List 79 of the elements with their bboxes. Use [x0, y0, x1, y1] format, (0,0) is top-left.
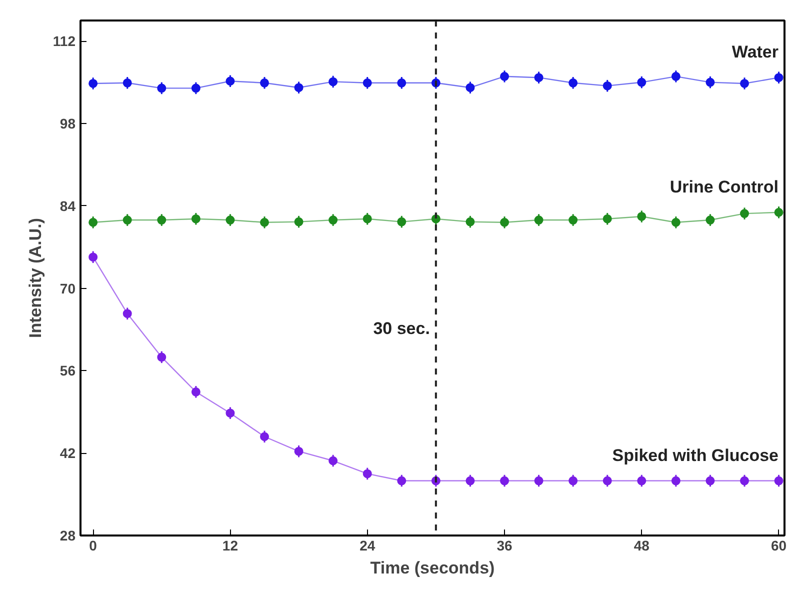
y-tick-label: 56: [60, 362, 76, 379]
y-tick-label: 42: [60, 445, 76, 462]
point: [226, 76, 235, 86]
y-axis-title: Intensity (A.U.): [26, 218, 45, 338]
point: [191, 214, 200, 224]
point: [88, 218, 98, 227]
point: [706, 476, 715, 486]
point: [500, 72, 509, 81]
point: [328, 77, 338, 86]
point: [637, 78, 646, 87]
point: [740, 78, 749, 88]
y-tick-label: 28: [60, 528, 76, 544]
point: [466, 83, 475, 92]
point: [534, 476, 544, 486]
x-tick-label: 0: [89, 538, 98, 554]
point: [88, 78, 98, 88]
point: [397, 78, 406, 88]
point: [157, 84, 166, 93]
point: [260, 218, 269, 227]
x-tick-label: 48: [634, 538, 650, 554]
point: [740, 476, 749, 486]
point: [671, 72, 680, 81]
point: [534, 216, 544, 225]
point: [328, 456, 338, 466]
x-tick-label: 24: [360, 538, 376, 554]
point: [157, 352, 166, 362]
point: [774, 73, 784, 82]
x-tick-label: 60: [771, 538, 787, 554]
point: [362, 469, 372, 478]
series-label: Urine Control: [670, 177, 778, 196]
y-tick-label: 84: [60, 198, 76, 214]
point: [122, 216, 132, 225]
point: [397, 217, 406, 226]
point: [466, 217, 475, 226]
ref-line-label: 30 sec.: [373, 319, 430, 338]
point: [637, 476, 646, 486]
x-axis-title: Time (seconds): [370, 558, 495, 578]
point: [260, 78, 269, 88]
series-label: Spiked with Glucose: [612, 446, 779, 465]
point: [500, 476, 509, 486]
point: [602, 214, 612, 224]
point: [294, 446, 304, 456]
point: [568, 476, 578, 486]
point: [602, 81, 612, 90]
point: [362, 78, 372, 88]
point: [122, 78, 132, 88]
point: [191, 387, 200, 396]
point: [637, 212, 646, 221]
point: [88, 252, 98, 262]
point: [706, 78, 715, 87]
point: [226, 216, 235, 225]
point: [191, 84, 200, 93]
point: [397, 476, 406, 486]
point: [500, 218, 509, 227]
y-tick-label: 98: [60, 116, 76, 132]
x-tick-label: 36: [496, 538, 512, 554]
point: [568, 216, 578, 225]
point: [466, 476, 475, 486]
point: [226, 408, 235, 418]
point: [362, 214, 372, 224]
point: [602, 476, 612, 486]
point: [706, 216, 715, 225]
point: [294, 217, 304, 226]
point: [534, 73, 544, 82]
point: [157, 216, 166, 225]
series-label: Water: [732, 42, 779, 62]
x-tick-label: 12: [222, 538, 238, 554]
point: [740, 209, 749, 218]
point: [294, 83, 304, 92]
point: [671, 476, 680, 486]
point: [568, 78, 578, 88]
y-tick-label: 112: [52, 33, 76, 50]
point: [122, 309, 132, 318]
point: [328, 216, 338, 225]
point: [774, 208, 784, 217]
point: [260, 432, 269, 442]
point: [774, 476, 784, 486]
point: [671, 218, 680, 227]
y-tick-label: 70: [60, 280, 76, 296]
